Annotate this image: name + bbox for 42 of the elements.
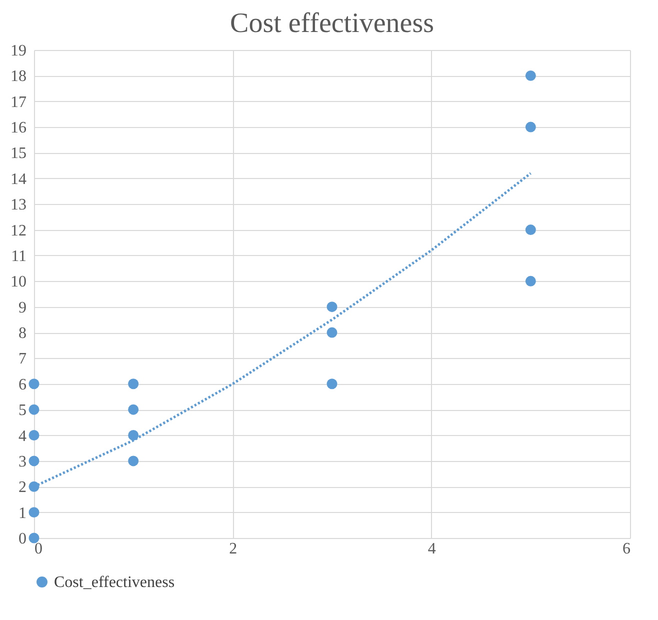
y-tick-label: 18	[10, 68, 26, 86]
y-tick-label: 12	[10, 222, 26, 240]
y-tick-label: 3	[18, 453, 26, 470]
y-tick-label: 1	[18, 504, 26, 522]
point	[28, 456, 40, 466]
legend-label: Cost_effectiveness	[54, 574, 175, 591]
point	[128, 404, 139, 415]
point	[28, 532, 40, 544]
y-tick-label: 2	[18, 479, 26, 496]
y-tick-label: 15	[10, 145, 26, 162]
y-tick-label: 17	[10, 94, 26, 111]
point	[28, 430, 40, 440]
point	[525, 122, 536, 132]
y-tick-label: 14	[10, 170, 26, 188]
y-tick-label: 4	[18, 428, 26, 445]
x-tick-label: 6	[622, 540, 630, 558]
chart-title: Cost effectiveness	[230, 8, 434, 39]
point	[28, 404, 40, 415]
y-tick-label: 10	[10, 274, 26, 291]
x-tick-label: 4	[428, 540, 436, 558]
point	[525, 70, 536, 81]
point	[326, 327, 338, 338]
y-tick-label: 11	[11, 248, 26, 265]
point	[128, 430, 139, 440]
point	[28, 378, 40, 390]
point	[128, 378, 139, 390]
y-tick-label: 9	[18, 299, 26, 316]
point	[326, 378, 338, 390]
point	[525, 276, 536, 286]
y-tick-label: 5	[18, 402, 26, 420]
point	[128, 456, 139, 466]
y-tick-label: 16	[10, 120, 26, 137]
point	[326, 302, 338, 312]
point	[525, 224, 536, 236]
y-tick-label: 7	[18, 350, 26, 368]
y-tick-label: 19	[10, 42, 26, 60]
y-tick-label: 6	[18, 376, 26, 394]
x-tick-label: 0	[34, 540, 42, 558]
y-tick-label: 13	[10, 196, 26, 214]
point	[28, 507, 40, 518]
y-tick-label: 8	[18, 325, 26, 342]
x-tick-label: 2	[229, 540, 238, 558]
